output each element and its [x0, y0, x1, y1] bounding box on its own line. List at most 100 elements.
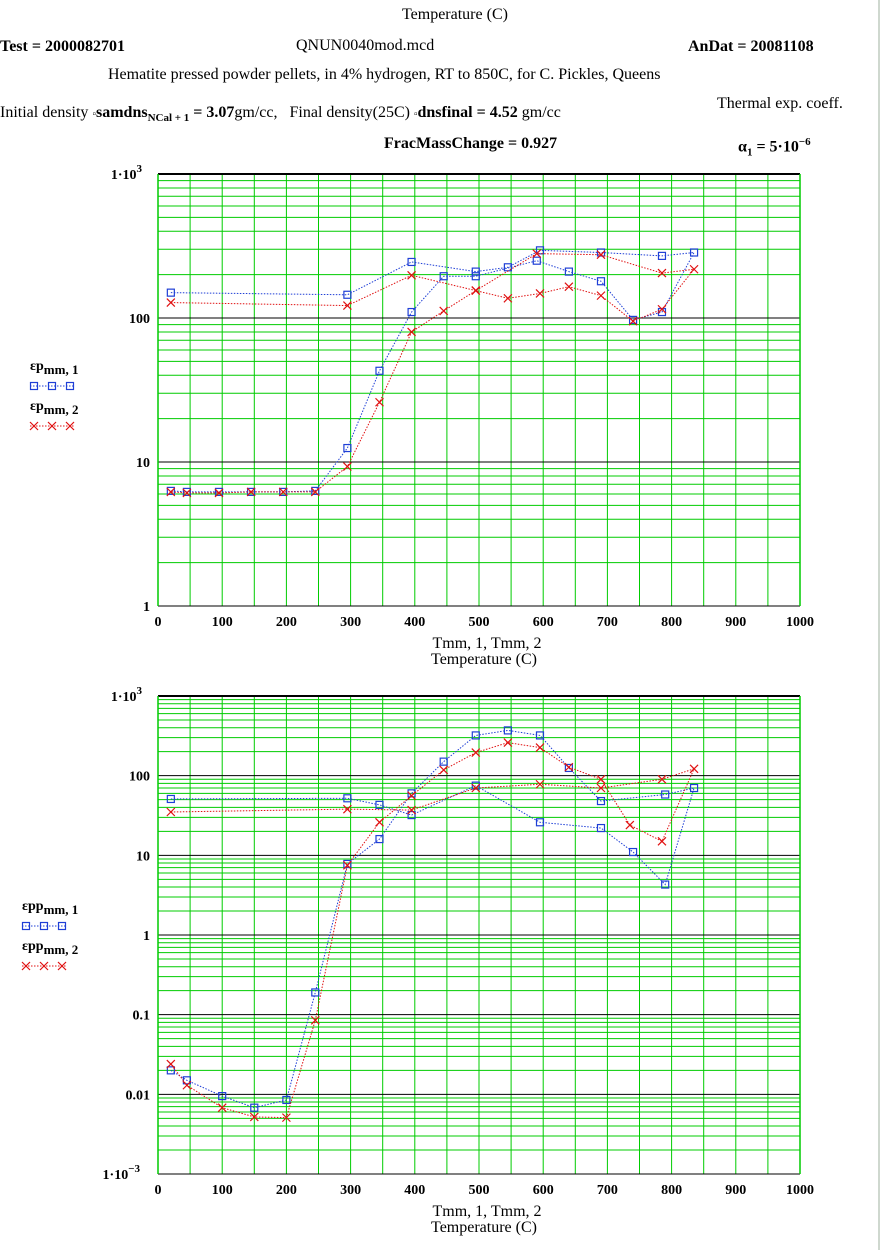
data-point-series-1	[689, 783, 699, 793]
initial-density-unit: gm/cc,	[234, 104, 278, 121]
data-point-series-2	[246, 487, 256, 497]
data-point-series-2	[342, 804, 352, 814]
x-tick-label: 500	[469, 615, 490, 630]
data-point-series-1	[535, 818, 545, 827]
data-point-series-1	[407, 789, 416, 798]
x-marker-stroke	[375, 817, 384, 827]
x-marker-stroke	[503, 293, 513, 303]
legend-marker-x	[47, 421, 57, 431]
data-point-series-2	[564, 762, 574, 772]
y-tick-label: 1·10−3	[103, 1163, 141, 1183]
data-point-series-1	[439, 272, 448, 281]
x-marker-stroke	[281, 1113, 291, 1123]
x-marker-stroke	[249, 1112, 259, 1122]
legend-marker-x	[29, 421, 39, 431]
x-marker-stroke	[471, 748, 481, 757]
x-tick-label: 0	[155, 1183, 162, 1198]
x-marker-stroke	[342, 804, 352, 814]
x-axis-label: Tmm, 1, Tmm, 2	[432, 1203, 541, 1220]
upper-chart: 0 100 200 300 400 500 600 700 800 900 1000 1 10 100 1·…	[29, 163, 814, 668]
x-marker-stroke	[657, 836, 667, 846]
x-marker-stroke	[166, 487, 176, 497]
x-tick-label: 700	[597, 1183, 618, 1198]
x-marker-stroke	[166, 298, 176, 307]
legend-marker-square	[29, 381, 39, 391]
y-tick-label: 10	[136, 849, 150, 864]
data-point-series-1	[218, 1092, 227, 1101]
x-marker-stroke	[657, 304, 667, 314]
data-point-series-2	[281, 1113, 291, 1123]
data-point-series-1	[471, 267, 480, 276]
x-marker-stroke	[628, 316, 638, 326]
x-marker-stroke	[596, 250, 606, 260]
series-line-1	[170, 249, 695, 493]
alpha-exp: −6	[798, 136, 811, 148]
x-marker-stroke	[182, 1080, 192, 1090]
density-line: Initial density ▫samdnsNCal + 1 = 3.07gm…	[0, 104, 561, 125]
x-marker-stroke	[439, 306, 449, 316]
x-tick-label: 100	[212, 615, 233, 630]
initial-density-var: samdns	[95, 104, 148, 121]
alpha-symbol: α	[738, 138, 747, 156]
x-marker-stroke	[503, 738, 513, 748]
thermal-coeff-label: Thermal exp. coeff.	[717, 95, 843, 112]
x-tick-label: 400	[404, 615, 425, 630]
legend-marker-square	[57, 921, 67, 931]
data-point-series-1	[311, 486, 320, 495]
y-tick-label: 0.01	[126, 1088, 151, 1103]
series-line-1	[170, 729, 695, 1109]
data-point-series-2	[596, 250, 606, 260]
x-tick-label: 0	[155, 615, 162, 630]
data-point-series-1	[250, 1103, 259, 1112]
x-tick-label: 300	[340, 1183, 361, 1198]
x-marker-stroke	[564, 762, 574, 772]
data-point-series-2	[166, 807, 176, 817]
initial-density-value: = 3.07	[193, 104, 235, 121]
data-point-series-2	[532, 249, 542, 259]
data-point-series-1	[596, 823, 606, 833]
data-point-series-1	[375, 366, 384, 375]
x-tick-label: 900	[725, 615, 746, 630]
data-point-series-1	[535, 731, 545, 740]
y-tick-exponent: 3	[137, 163, 143, 175]
initial-density-prefix: Initial density	[0, 104, 89, 121]
data-point-series-1	[166, 794, 175, 804]
data-point-series-2	[407, 327, 417, 337]
data-point-series-2	[657, 268, 667, 278]
x-marker-stroke	[310, 487, 320, 497]
y-tick-label: 1·103	[111, 163, 143, 183]
x-marker-stroke	[407, 327, 417, 337]
x-marker-stroke	[596, 291, 606, 301]
data-point-series-1	[657, 251, 667, 260]
data-point-series-2	[535, 743, 545, 753]
x-marker-stroke	[596, 774, 606, 784]
legend-label-sub: mm, 1	[44, 362, 79, 377]
legend-label-2: εppmm, 2	[22, 939, 78, 957]
top-axis-title: Temperature (C)	[402, 6, 508, 23]
data-point-series-2	[182, 1080, 192, 1090]
description: Hematite pressed powder pellets, in 4% h…	[108, 66, 661, 83]
x-marker-stroke	[246, 487, 256, 497]
data-point-series-2	[342, 301, 352, 310]
data-point-series-2	[166, 298, 176, 307]
data-point-series-2	[166, 1059, 176, 1069]
data-point-series-1	[661, 790, 670, 799]
x-tick-label: 800	[661, 1183, 682, 1198]
x-marker-stroke	[342, 462, 352, 471]
data-point-series-1	[166, 1066, 175, 1075]
data-point-series-1	[628, 847, 638, 857]
data-point-series-1	[471, 781, 480, 790]
y-tick-label: 0.1	[133, 1009, 151, 1024]
data-point-series-2	[182, 488, 192, 498]
data-point-series-1	[439, 757, 448, 766]
data-point-series-2	[689, 264, 699, 274]
initial-density-sub: NCal + 1	[147, 112, 190, 125]
data-point-series-2	[375, 817, 384, 827]
data-point-series-2	[439, 306, 449, 316]
data-point-series-2	[310, 1015, 320, 1025]
data-point-series-1	[407, 257, 416, 267]
legend-marker-square	[21, 921, 31, 931]
data-point-series-2	[564, 282, 574, 292]
legend-marker-x	[57, 961, 67, 971]
x-marker-stroke	[166, 807, 176, 817]
